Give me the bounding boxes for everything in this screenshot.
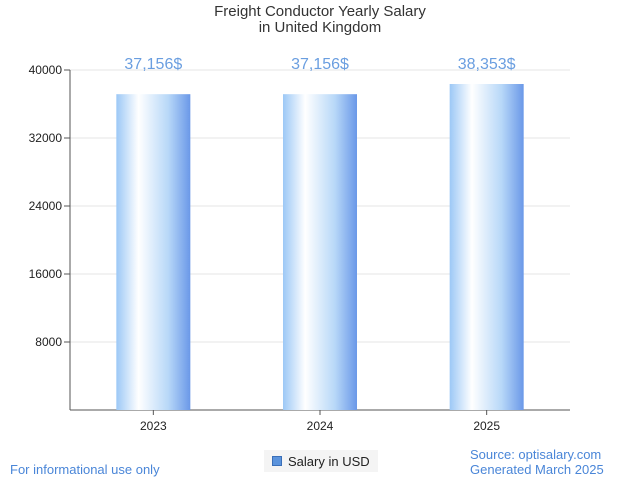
y-tick-label: 40000 [29, 63, 63, 77]
legend-swatch [272, 456, 282, 466]
generated-text: Generated March 2025 [470, 462, 604, 477]
x-tick-label: 2024 [307, 419, 334, 433]
bar-2025 [449, 83, 524, 410]
x-tick-label: 2023 [140, 419, 167, 433]
x-tick-label: 2025 [473, 419, 500, 433]
bar-2024 [283, 94, 357, 410]
chart-title: Freight Conductor Yearly Salary in Unite… [0, 4, 640, 36]
source-block: Source: optisalary.com Generated March 2… [470, 447, 604, 477]
y-tick-label: 8000 [35, 335, 62, 349]
disclaimer-text: For informational use only [10, 462, 160, 477]
chart-legend: Salary in USD [264, 450, 378, 472]
y-tick-label: 24000 [29, 199, 63, 213]
legend-label: Salary in USD [288, 453, 370, 469]
y-tick-label: 32000 [29, 131, 63, 145]
bar-2023 [116, 94, 191, 410]
chart-subtitle: in United Kingdom [258, 19, 382, 36]
chart-title-line: Freight Conductor Yearly Salary [214, 3, 426, 20]
data-label: 38,353$ [458, 56, 516, 73]
data-label: 37,156$ [291, 56, 349, 73]
source-text: Source: optisalary.com [470, 447, 602, 462]
y-tick-label: 16000 [29, 267, 63, 281]
data-label: 37,156$ [124, 56, 182, 73]
